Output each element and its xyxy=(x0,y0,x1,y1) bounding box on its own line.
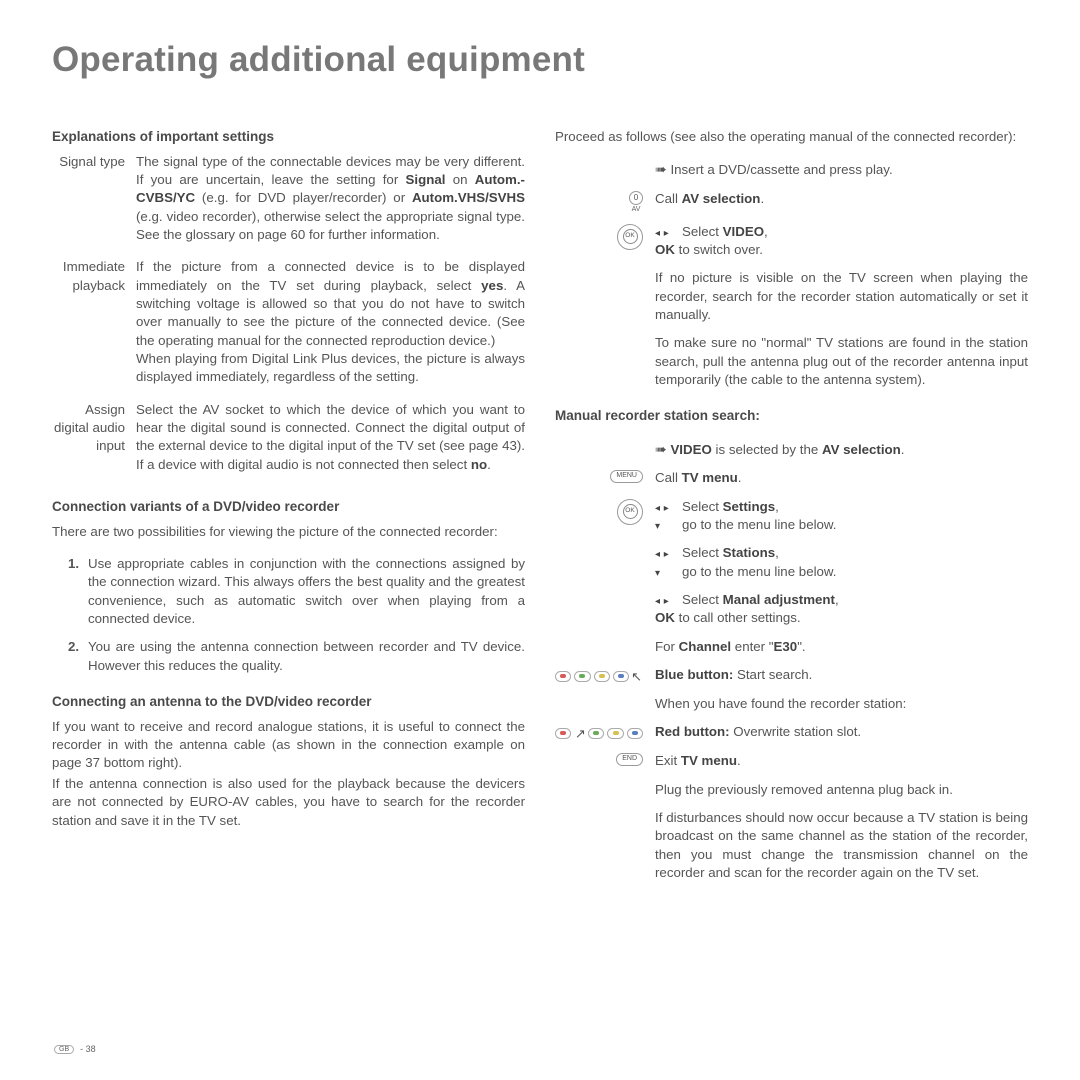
zero-av-button-icon: 0 AV xyxy=(629,191,643,213)
cursor-icon xyxy=(631,668,642,686)
cursor-icon xyxy=(575,725,586,743)
def-immediate-playback: Immediate playback If the picture from a… xyxy=(52,258,525,386)
right-arrow-icon xyxy=(664,224,669,239)
page-title: Operating additional equipment xyxy=(52,40,1028,80)
step-av-selection: 0 AV Call AV selection. xyxy=(555,190,1028,213)
red-button-icon xyxy=(555,728,571,739)
paragraph: If you want to receive and record analog… xyxy=(52,718,525,773)
page-number: - 38 xyxy=(80,1044,96,1054)
blue-button-icon xyxy=(613,671,629,682)
left-arrow-icon xyxy=(655,545,660,560)
yellow-button-icon xyxy=(594,671,610,682)
ok-ring-icon: OK xyxy=(617,224,643,250)
list-number: 1. xyxy=(68,555,88,628)
end-button-icon: END xyxy=(616,753,643,765)
heading-connecting-antenna: Connecting an antenna to the DVD/video r… xyxy=(52,693,525,712)
list-item: 2. You are using the antenna connection … xyxy=(52,638,525,675)
left-arrow-icon xyxy=(655,592,660,607)
step-plug-back: Plug the previously removed antenna plug… xyxy=(555,781,1028,799)
def-assign-digital-audio: Assign digital audio input Select the AV… xyxy=(52,401,525,474)
left-arrow-icon xyxy=(655,224,660,239)
arrow-icon xyxy=(655,442,667,457)
paragraph: There are two possibilities for viewing … xyxy=(52,523,525,541)
paragraph: Proceed as follows (see also the operati… xyxy=(555,128,1028,146)
step-select-manual-adjustment: Select Manal adjustment, OK to call othe… xyxy=(555,591,1028,628)
page-footer: GB - 38 xyxy=(54,1044,96,1054)
down-arrow-icon xyxy=(655,517,664,532)
step-no-picture: If no picture is visible on the TV scree… xyxy=(555,269,1028,324)
def-label: Immediate playback xyxy=(52,258,136,386)
heading-connection-variants: Connection variants of a DVD/video recor… xyxy=(52,498,525,517)
heading-explanations: Explanations of important settings xyxy=(52,128,525,147)
step-select-stations: Select Stations, go to the menu line bel… xyxy=(555,544,1028,581)
menu-button-icon: MENU xyxy=(610,470,643,482)
def-text: Select the AV socket to which the device… xyxy=(136,401,525,474)
def-label: Assign digital audio input xyxy=(52,401,136,474)
list-number: 2. xyxy=(68,638,88,675)
step-call-tv-menu: MENU Call TV menu. xyxy=(555,469,1028,487)
definition-list: Signal type The signal type of the conne… xyxy=(52,153,525,475)
arrow-icon xyxy=(655,162,667,177)
blue-button-icon xyxy=(627,728,643,739)
down-arrow-icon xyxy=(655,564,664,579)
left-column: Explanations of important settings Signa… xyxy=(52,128,525,892)
paragraph: If the antenna connection is also used f… xyxy=(52,775,525,830)
step-select-settings: OK Select Settings, go to the menu line … xyxy=(555,498,1028,535)
step-found-station: When you have found the recorder station… xyxy=(555,695,1028,713)
def-text: If the picture from a connected device i… xyxy=(136,258,525,386)
right-arrow-icon xyxy=(664,592,669,607)
list-text: You are using the antenna connection bet… xyxy=(88,638,525,675)
yellow-button-icon xyxy=(607,728,623,739)
two-column-layout: Explanations of important settings Signa… xyxy=(52,128,1028,892)
step-channel-e30: For Channel enter "E30". xyxy=(555,638,1028,656)
step-antenna-note: To make sure no "normal" TV stations are… xyxy=(555,334,1028,389)
step-video-selected: VIDEO is selected by the AV selection. xyxy=(555,440,1028,459)
green-button-icon xyxy=(574,671,590,682)
list-text: Use appropriate cables in conjunction wi… xyxy=(88,555,525,628)
numbered-list: 1. Use appropriate cables in conjunction… xyxy=(52,555,525,675)
step-blue-button: Blue button: Start search. xyxy=(555,666,1028,685)
list-item: 1. Use appropriate cables in conjunction… xyxy=(52,555,525,628)
heading-manual-search: Manual recorder station search: xyxy=(555,407,1028,426)
step-select-video: OK Select VIDEO, OK to switch over. xyxy=(555,223,1028,260)
def-text: The signal type of the connectable devic… xyxy=(136,153,525,245)
right-arrow-icon xyxy=(664,499,669,514)
def-label: Signal type xyxy=(52,153,136,245)
red-button-icon xyxy=(555,671,571,682)
region-badge: GB xyxy=(54,1045,74,1054)
step-insert-dvd: Insert a DVD/cassette and press play. xyxy=(555,160,1028,179)
green-button-icon xyxy=(588,728,604,739)
step-exit-tv-menu: END Exit TV menu. xyxy=(555,752,1028,770)
step-disturbances: If disturbances should now occur because… xyxy=(555,809,1028,882)
ok-ring-icon: OK xyxy=(617,499,643,525)
right-column: Proceed as follows (see also the operati… xyxy=(555,128,1028,892)
step-red-button: Red button: Overwrite station slot. xyxy=(555,723,1028,742)
left-arrow-icon xyxy=(655,499,660,514)
right-arrow-icon xyxy=(664,545,669,560)
def-signal-type: Signal type The signal type of the conne… xyxy=(52,153,525,245)
